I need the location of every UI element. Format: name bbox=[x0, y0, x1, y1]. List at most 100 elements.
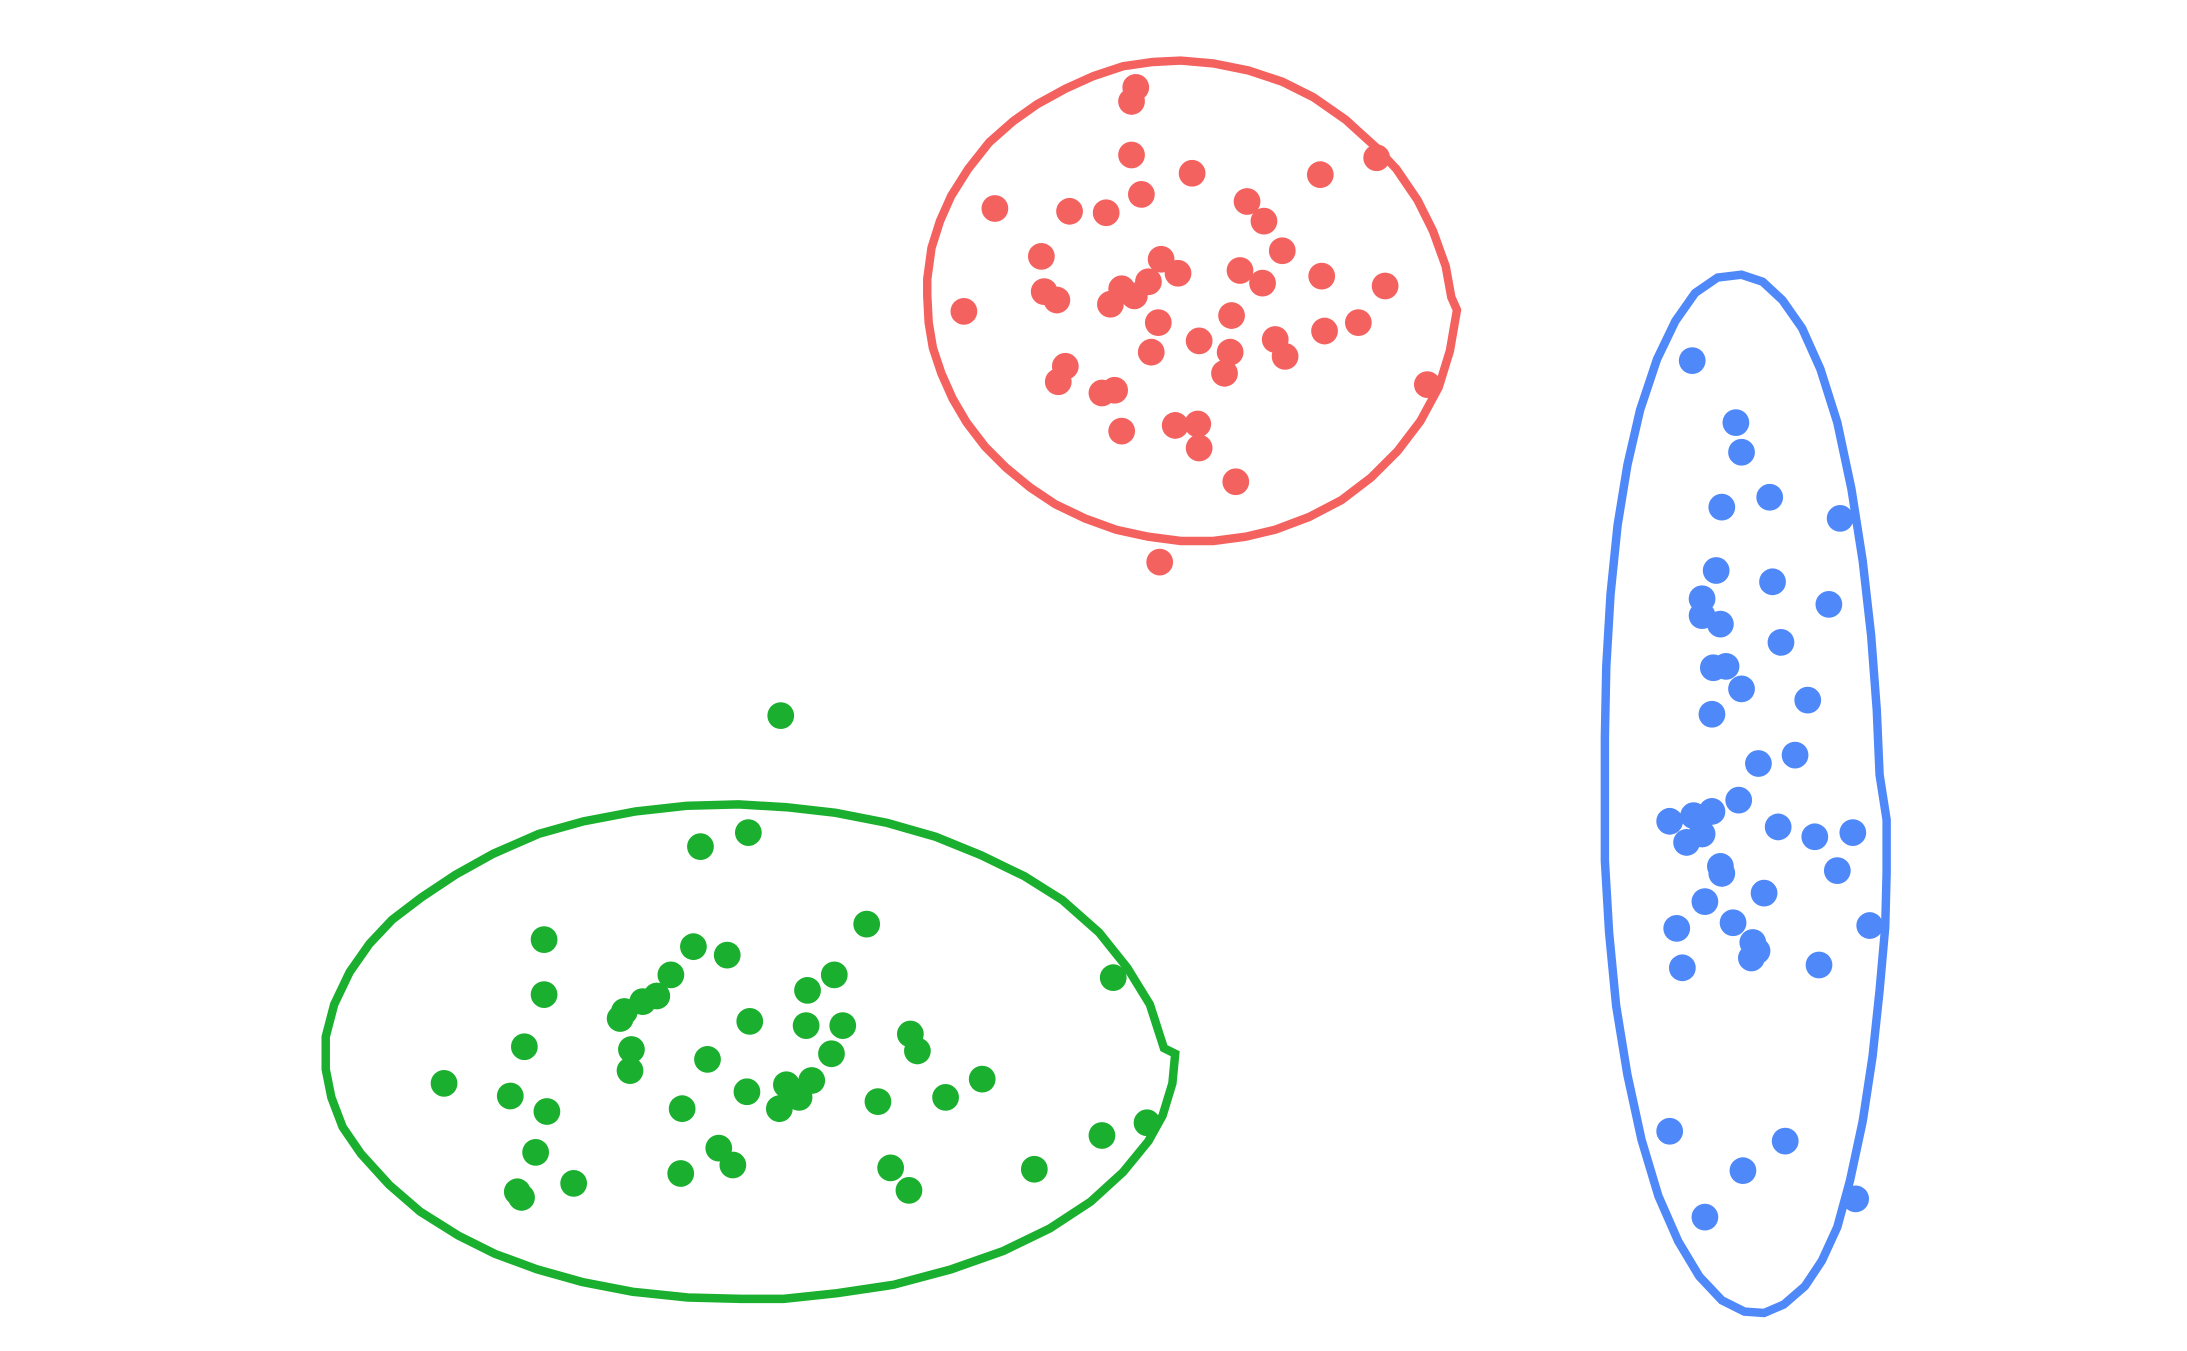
data-point-red-16 bbox=[1147, 245, 1175, 273]
data-point-blue-12 bbox=[1767, 629, 1795, 656]
data-point-red-14 bbox=[1226, 257, 1254, 284]
data-point-green-10 bbox=[606, 1005, 634, 1032]
data-point-blue-19 bbox=[1781, 741, 1809, 769]
data-point-green-43 bbox=[877, 1154, 905, 1182]
data-point-blue-11 bbox=[1815, 590, 1843, 618]
data-point-red-20 bbox=[1097, 290, 1124, 318]
data-point-green-18 bbox=[533, 1098, 561, 1125]
data-point-blue-23 bbox=[1656, 807, 1684, 835]
data-point-red-32 bbox=[1271, 343, 1299, 370]
data-point-blue-32 bbox=[1691, 888, 1719, 915]
data-point-green-36 bbox=[794, 976, 821, 1004]
data-point-green-5 bbox=[713, 941, 741, 969]
data-point-green-34 bbox=[829, 1012, 857, 1039]
data-point-blue-26 bbox=[1764, 813, 1792, 841]
data-point-blue-6 bbox=[1702, 557, 1730, 584]
data-point-green-2 bbox=[687, 833, 714, 861]
data-point-blue-4 bbox=[1756, 483, 1784, 511]
data-point-green-49 bbox=[773, 1071, 800, 1099]
data-point-red-36 bbox=[1371, 272, 1399, 300]
data-point-blue-10 bbox=[1759, 568, 1786, 596]
series-blue-points bbox=[1656, 347, 1884, 1231]
data-point-red-28 bbox=[1216, 338, 1244, 366]
data-point-red-45 bbox=[1185, 434, 1213, 462]
data-point-red-39 bbox=[1044, 368, 1072, 396]
data-point-blue-45 bbox=[1691, 1203, 1719, 1231]
data-point-red-11 bbox=[1250, 207, 1278, 235]
data-point-green-44 bbox=[895, 1177, 923, 1204]
data-point-red-21 bbox=[1027, 243, 1055, 270]
data-point-red-42 bbox=[1108, 417, 1136, 445]
data-point-green-37 bbox=[820, 961, 848, 989]
data-point-green-32 bbox=[798, 1067, 826, 1094]
data-point-green-40 bbox=[932, 1084, 959, 1111]
data-point-green-17 bbox=[496, 1082, 524, 1110]
data-point-red-26 bbox=[1218, 302, 1245, 329]
scatter-points bbox=[430, 73, 1884, 1231]
data-point-blue-0 bbox=[1678, 347, 1706, 375]
data-point-green-35 bbox=[792, 1012, 820, 1039]
data-point-green-11 bbox=[530, 926, 558, 954]
series-green-points bbox=[430, 702, 1161, 1211]
data-point-blue-39 bbox=[1856, 912, 1884, 939]
data-point-green-29 bbox=[733, 1078, 761, 1106]
data-point-red-10 bbox=[1233, 188, 1261, 215]
data-point-red-37 bbox=[1413, 371, 1441, 398]
data-point-red-6 bbox=[981, 195, 1009, 222]
data-point-red-1 bbox=[1118, 88, 1145, 115]
data-point-blue-46 bbox=[1842, 1185, 1870, 1213]
data-point-blue-18 bbox=[1745, 750, 1772, 777]
data-point-red-9 bbox=[1363, 144, 1391, 172]
data-point-red-41 bbox=[1101, 376, 1129, 404]
data-point-green-21 bbox=[508, 1184, 535, 1211]
data-point-green-19 bbox=[522, 1138, 550, 1166]
data-point-green-25 bbox=[719, 1151, 747, 1179]
data-point-green-13 bbox=[510, 1033, 538, 1061]
cluster-outline-blue bbox=[1600, 270, 1891, 1318]
data-point-green-46 bbox=[1088, 1122, 1116, 1149]
series-red-points bbox=[950, 73, 1441, 576]
data-point-blue-27 bbox=[1801, 823, 1829, 851]
data-point-blue-15 bbox=[1728, 675, 1755, 703]
data-point-blue-28 bbox=[1839, 819, 1867, 846]
data-point-blue-1 bbox=[1722, 409, 1750, 437]
data-point-red-34 bbox=[1344, 309, 1372, 336]
data-point-blue-43 bbox=[1729, 1157, 1757, 1185]
data-point-green-14 bbox=[618, 1036, 645, 1063]
data-point-green-41 bbox=[968, 1065, 996, 1093]
data-point-red-30 bbox=[1137, 338, 1165, 366]
data-point-red-8 bbox=[1306, 161, 1334, 189]
data-point-blue-5 bbox=[1826, 505, 1854, 532]
data-point-green-45 bbox=[1020, 1155, 1048, 1183]
data-point-red-2 bbox=[1118, 141, 1145, 169]
cluster-outlines bbox=[321, 56, 1891, 1318]
data-point-green-4 bbox=[680, 933, 707, 961]
data-point-red-12 bbox=[1268, 237, 1296, 265]
data-point-red-4 bbox=[1092, 199, 1120, 227]
data-point-green-47 bbox=[1133, 1109, 1161, 1137]
data-point-green-30 bbox=[765, 1095, 793, 1123]
data-point-red-24 bbox=[950, 297, 978, 325]
cluster-outline-red bbox=[923, 56, 1462, 546]
data-point-blue-34 bbox=[1719, 909, 1747, 937]
data-point-red-43 bbox=[1161, 412, 1189, 439]
data-point-blue-17 bbox=[1698, 700, 1726, 728]
data-point-blue-31 bbox=[1708, 860, 1736, 887]
data-point-blue-2 bbox=[1728, 438, 1755, 466]
data-point-green-0 bbox=[767, 702, 795, 730]
data-point-blue-35 bbox=[1663, 914, 1691, 942]
data-point-red-44 bbox=[1184, 410, 1212, 438]
data-point-blue-44 bbox=[1771, 1127, 1799, 1155]
data-point-blue-29 bbox=[1823, 857, 1851, 884]
data-point-green-39 bbox=[904, 1037, 931, 1065]
data-point-green-28 bbox=[736, 1007, 764, 1035]
data-point-green-22 bbox=[560, 1169, 588, 1197]
data-point-red-19 bbox=[1120, 282, 1148, 310]
data-point-blue-3 bbox=[1708, 493, 1736, 521]
data-point-red-35 bbox=[1308, 262, 1336, 290]
data-point-green-23 bbox=[667, 1160, 695, 1187]
data-point-red-29 bbox=[1211, 359, 1238, 387]
data-point-green-12 bbox=[530, 981, 558, 1008]
data-point-green-1 bbox=[734, 819, 762, 846]
